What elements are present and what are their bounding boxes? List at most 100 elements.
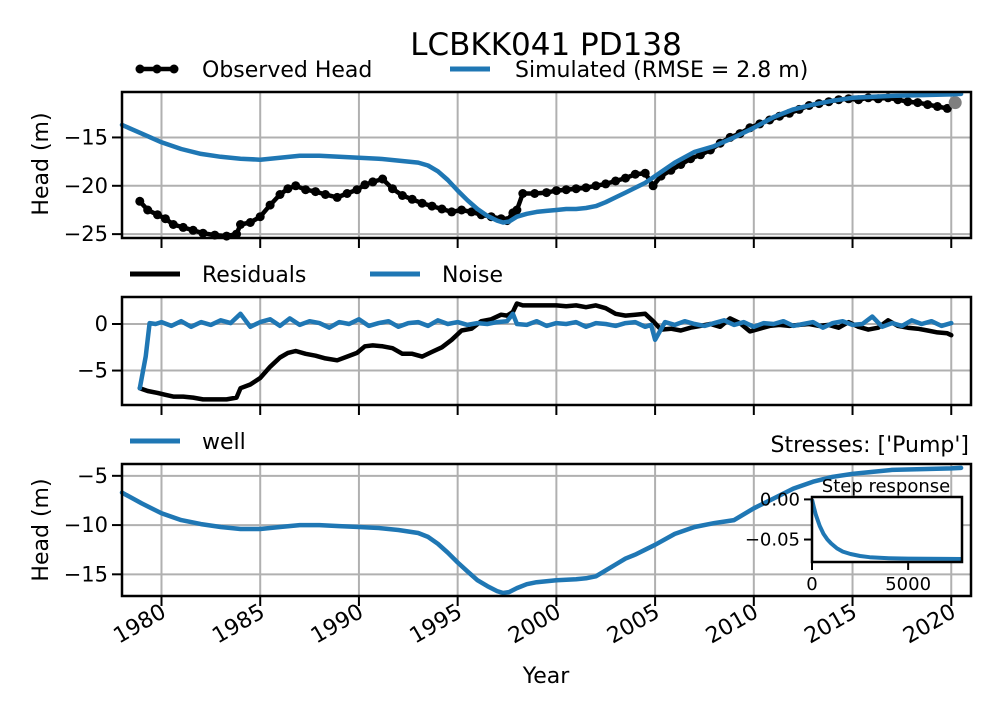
series-line-residuals bbox=[137, 301, 954, 402]
observed-point bbox=[255, 212, 265, 222]
series-line-noise bbox=[137, 311, 954, 391]
yticks-head: −25 −20 −15 bbox=[64, 125, 122, 246]
inset-background bbox=[812, 497, 962, 562]
observed-point bbox=[437, 204, 447, 214]
series-head bbox=[119, 91, 964, 241]
observed-point bbox=[923, 100, 933, 110]
inset-step-line bbox=[810, 498, 963, 561]
observed-point bbox=[530, 189, 540, 198]
xtick-label: 1990 bbox=[307, 600, 368, 650]
xticks-residuals bbox=[160, 405, 953, 415]
xtick-label: 1980 bbox=[109, 600, 170, 650]
yticks-residuals: −5 0 bbox=[77, 312, 122, 383]
observed-point bbox=[942, 103, 952, 113]
observed-point bbox=[368, 177, 378, 187]
observed-point bbox=[913, 98, 923, 108]
observed-point bbox=[388, 184, 397, 194]
observed-point bbox=[648, 181, 658, 191]
observed-point bbox=[236, 220, 245, 229]
observed-point bbox=[275, 190, 285, 199]
xticks-head bbox=[160, 238, 953, 248]
legend-top: Observed Head Simulated (RMSE = 2.8 m) bbox=[135, 58, 808, 83]
observed-point bbox=[551, 186, 561, 196]
frame-residuals bbox=[120, 295, 973, 407]
frame-head bbox=[120, 90, 973, 240]
ylabel-head-bottom: Head (m) bbox=[29, 478, 54, 581]
ytick-label: −15 bbox=[64, 562, 108, 586]
ylabel-head-top: Head (m) bbox=[29, 112, 54, 215]
observed-point bbox=[611, 176, 621, 186]
legend-noise-label: Noise bbox=[442, 263, 503, 288]
observed-point bbox=[571, 184, 581, 194]
observed-point bbox=[143, 205, 153, 215]
observed-point bbox=[542, 188, 551, 198]
observed-point bbox=[283, 184, 293, 194]
observed-point bbox=[352, 185, 362, 195]
observed-point bbox=[160, 214, 170, 224]
observed-point bbox=[232, 229, 241, 239]
stresses-annotation: Stresses: ['Pump'] bbox=[771, 433, 970, 458]
observed-point bbox=[378, 174, 388, 184]
inset-xtick-label: 5000 bbox=[885, 574, 931, 595]
observed-point bbox=[153, 210, 162, 220]
observed-point bbox=[188, 225, 198, 235]
xtick-label: 2015 bbox=[801, 600, 862, 650]
inset-title: Step response bbox=[822, 476, 950, 497]
observed-point bbox=[265, 200, 275, 210]
series-residuals bbox=[137, 301, 954, 402]
xtick-label: 1995 bbox=[406, 600, 467, 650]
xtick-label: 2000 bbox=[504, 600, 565, 650]
series-line-simulated bbox=[119, 91, 964, 225]
legend-residuals-label: Residuals bbox=[202, 263, 306, 288]
xtick-label: 2010 bbox=[702, 600, 763, 650]
ytick-label: −5 bbox=[77, 464, 108, 488]
ytick-label: −20 bbox=[64, 174, 108, 198]
legend-observed-marker bbox=[135, 64, 145, 74]
series-well bbox=[119, 465, 964, 596]
inset-ytick-label: 0.00 bbox=[760, 489, 800, 510]
observed-point bbox=[332, 192, 342, 202]
observed-point bbox=[591, 181, 601, 191]
xticks-well: 1980 1985 1990 1995 2000 2005 2010 2015 2020 bbox=[109, 596, 960, 649]
legend-observed-marker bbox=[169, 64, 179, 74]
legend-bottom: well Stresses: ['Pump'] bbox=[130, 430, 969, 458]
observed-point bbox=[301, 185, 311, 195]
observed-point bbox=[291, 181, 301, 191]
observed-point bbox=[178, 222, 188, 232]
xtick-label: 1985 bbox=[208, 600, 269, 650]
yticks-well: −15 −10 −5 bbox=[64, 464, 122, 586]
inset-xtick-label: 0 bbox=[806, 574, 817, 595]
observed-point bbox=[311, 187, 320, 197]
inset-step-response: Step response 0.00 −0.05 0 5000 bbox=[745, 476, 964, 595]
observed-point bbox=[512, 205, 522, 215]
inset-ytick-label: −0.05 bbox=[745, 530, 800, 551]
observed-point bbox=[397, 191, 407, 200]
observed-point bbox=[135, 196, 145, 206]
frame-well bbox=[120, 462, 973, 598]
observed-point bbox=[168, 220, 178, 229]
observed-point bbox=[407, 194, 417, 204]
series-line-well bbox=[119, 465, 964, 596]
ytick-label: 0 bbox=[95, 312, 108, 336]
legend-well-label: well bbox=[202, 430, 246, 455]
observed-point bbox=[342, 189, 352, 198]
observed-point bbox=[457, 205, 467, 215]
panel-head: Head (m) −25 −20 −15 bbox=[29, 90, 973, 248]
grid-head bbox=[122, 92, 971, 238]
observed-point bbox=[581, 183, 591, 193]
inset-xticks: 0 5000 bbox=[806, 562, 931, 595]
inset-yticks: 0.00 −0.05 bbox=[745, 489, 812, 551]
ytick-label: −25 bbox=[64, 222, 108, 246]
observed-point bbox=[245, 218, 255, 227]
ytick-label: −10 bbox=[64, 513, 108, 537]
observed-point bbox=[621, 173, 630, 183]
xtick-label: 2005 bbox=[603, 600, 664, 650]
observed-point bbox=[518, 189, 528, 198]
observed-point bbox=[640, 168, 650, 178]
observed-point bbox=[198, 228, 208, 238]
observed-point bbox=[630, 169, 640, 179]
xlabel-year: Year bbox=[522, 664, 571, 689]
observed-point bbox=[447, 207, 457, 217]
legend-observed-marker bbox=[152, 64, 162, 74]
